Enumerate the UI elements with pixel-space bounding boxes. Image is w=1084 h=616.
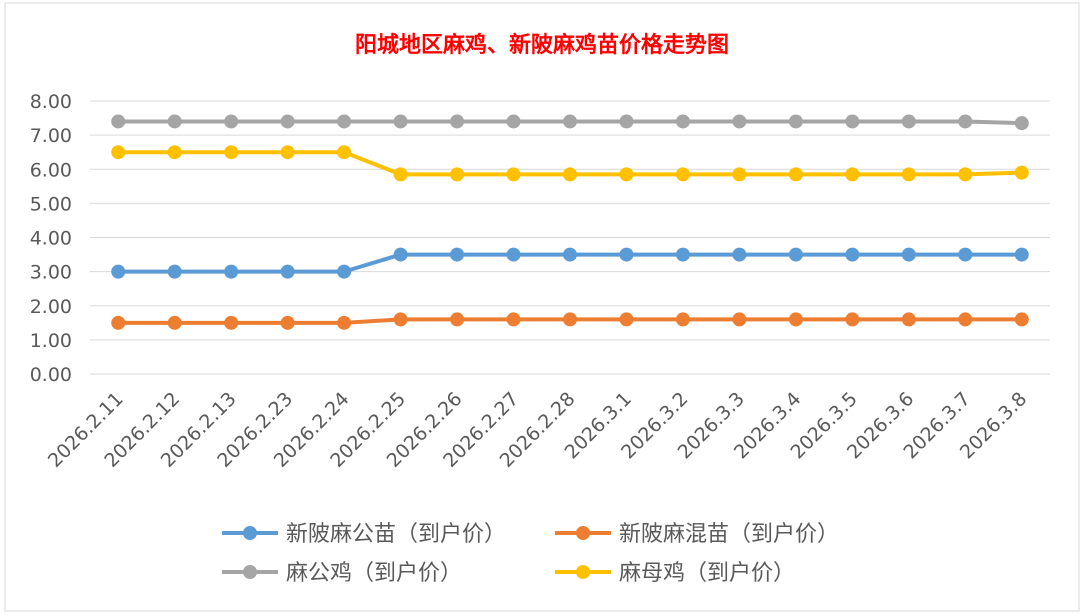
chart-frame: [4, 2, 1080, 612]
data-point: [1014, 116, 1029, 131]
data-point: [393, 312, 408, 327]
data-point: [337, 114, 352, 129]
data-point: [1014, 247, 1029, 262]
legend: 新陂麻公苗（到户价） 新陂麻混苗（到户价） 麻公鸡（到户价） 麻母鸡（到户价）: [222, 522, 839, 586]
chart-title: 阳城地区麻鸡、新陂麻鸡苗价格走势图: [355, 32, 729, 58]
data-point: [337, 145, 352, 160]
data-point: [506, 114, 521, 129]
data-point: [958, 114, 973, 129]
data-point: [675, 312, 690, 327]
y-tick-label: 1.00: [30, 330, 72, 352]
data-point: [675, 247, 690, 262]
data-point: [619, 312, 634, 327]
data-point: [280, 114, 295, 129]
data-point: [337, 315, 352, 330]
data-point: [732, 114, 747, 129]
legend-marker: [576, 526, 590, 540]
data-point: [845, 312, 860, 327]
data-point: [393, 114, 408, 129]
data-point: [111, 114, 126, 129]
data-point: [788, 114, 803, 129]
data-point: [393, 247, 408, 262]
data-point: [845, 247, 860, 262]
data-point: [675, 114, 690, 129]
data-point: [506, 247, 521, 262]
data-point: [506, 167, 521, 182]
data-point: [224, 145, 239, 160]
data-point: [280, 264, 295, 279]
data-point: [901, 167, 916, 182]
data-point: [788, 167, 803, 182]
data-point: [732, 312, 747, 327]
data-point: [901, 247, 916, 262]
data-point: [563, 114, 577, 129]
y-tick-label: 6.00: [30, 159, 72, 181]
data-point: [111, 145, 126, 160]
data-point: [563, 167, 577, 182]
data-point: [224, 264, 239, 279]
data-point: [167, 114, 182, 129]
data-point: [506, 312, 521, 327]
data-point: [845, 167, 860, 182]
legend-marker: [576, 565, 590, 579]
data-point: [732, 167, 747, 182]
data-point: [901, 312, 916, 327]
data-point: [563, 312, 577, 327]
data-point: [450, 312, 465, 327]
data-point: [675, 167, 690, 182]
data-point: [337, 264, 352, 279]
data-point: [788, 312, 803, 327]
data-point: [167, 264, 182, 279]
data-point: [280, 315, 295, 330]
legend-label: 新陂麻公苗（到户价）: [286, 522, 506, 547]
data-point: [167, 315, 182, 330]
legend-label: 麻母鸡（到户价）: [619, 561, 795, 586]
data-point: [1014, 165, 1029, 180]
data-point: [619, 167, 634, 182]
data-point: [732, 247, 747, 262]
legend-label: 新陂麻混苗（到户价）: [619, 522, 839, 547]
data-point: [167, 145, 182, 160]
data-point: [958, 247, 973, 262]
data-point: [958, 312, 973, 327]
data-point: [224, 315, 239, 330]
data-point: [450, 247, 465, 262]
data-point: [224, 114, 239, 129]
y-tick-label: 0.00: [30, 364, 72, 386]
data-point: [450, 167, 465, 182]
y-tick-label: 5.00: [30, 193, 72, 215]
data-point: [393, 167, 408, 182]
legend-label: 麻公鸡（到户价）: [286, 561, 462, 586]
y-tick-label: 3.00: [30, 262, 72, 284]
data-point: [901, 114, 916, 129]
data-point: [111, 264, 126, 279]
y-tick-label: 4.00: [30, 228, 72, 250]
data-point: [563, 247, 577, 262]
data-point: [619, 247, 634, 262]
y-tick-label: 7.00: [30, 125, 72, 147]
series-lines: [111, 114, 1029, 330]
y-tick-label: 2.00: [30, 296, 72, 318]
y-tick-label: 8.00: [30, 91, 72, 113]
data-point: [111, 315, 126, 330]
data-point: [450, 114, 465, 129]
data-point: [958, 167, 973, 182]
data-point: [619, 114, 634, 129]
data-point: [1014, 312, 1029, 327]
y-axis-ticks: 0.00 1.00 2.00 3.00 4.00 5.00 6.00 7.00 8.00: [30, 91, 72, 386]
data-point: [845, 114, 860, 129]
legend-marker: [243, 565, 257, 579]
data-point: [280, 145, 295, 160]
data-point: [788, 247, 803, 262]
legend-marker: [243, 526, 257, 540]
